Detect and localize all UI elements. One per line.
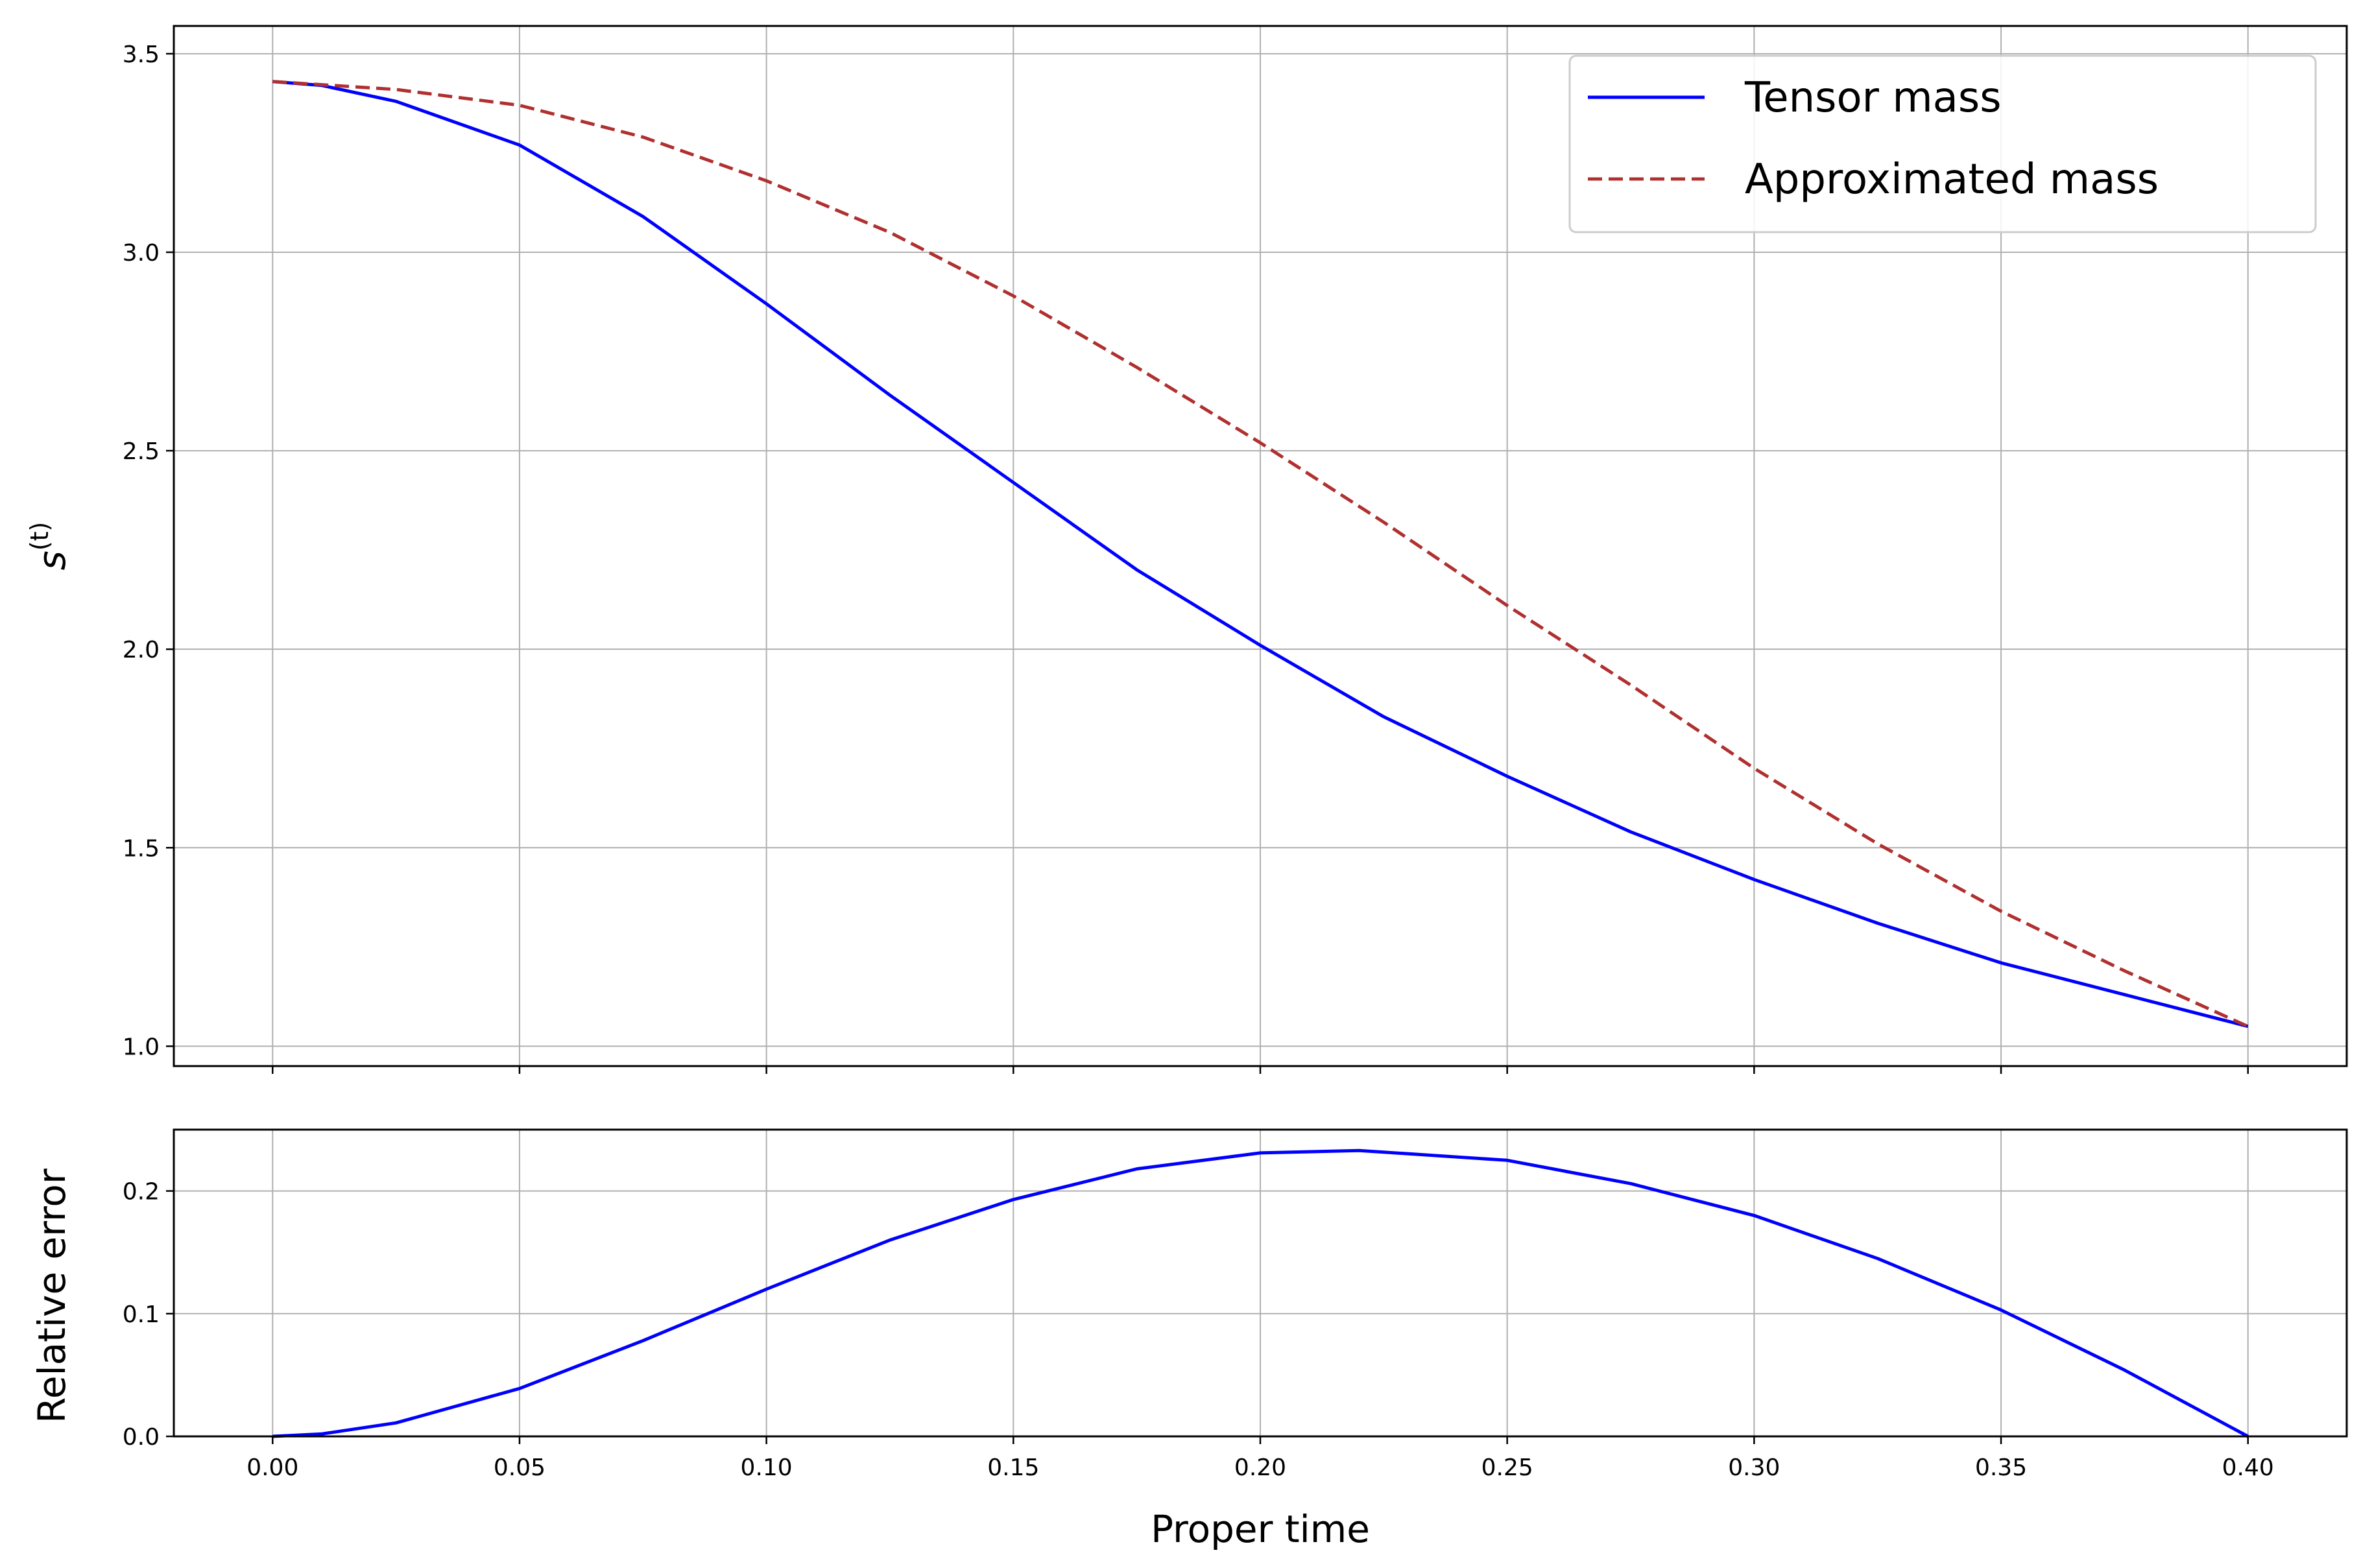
top-y-axis-label-base: s	[30, 551, 74, 570]
x-tick-label: 0.35	[1975, 1455, 2027, 1481]
top-y-tick-label: 3.5	[123, 42, 160, 68]
top-y-tick-label: 2.5	[123, 438, 160, 465]
top-y-tick-label: 1.0	[123, 1034, 160, 1060]
bottom-series-line-0	[272, 1148, 2249, 1438]
x-tick-label: 0.40	[2222, 1455, 2274, 1481]
top-y-axis-label: s(t)	[25, 522, 74, 571]
x-tick-label: 0.00	[246, 1455, 298, 1481]
top-series-line-0	[272, 80, 2249, 1028]
x-tick-label: 0.30	[1728, 1455, 1780, 1481]
legend-label-tensor-mass: Tensor mass	[1744, 74, 2002, 122]
top-series	[272, 80, 2249, 1028]
x-axis-label: Proper time	[1151, 1507, 1370, 1551]
bottom-y-tick-label: 0.0	[123, 1424, 160, 1451]
top-y-axis-label-superscript: (t)	[25, 522, 54, 551]
legend-box	[1568, 54, 2317, 233]
top-y-tick-label: 3.0	[123, 240, 160, 267]
legend-label-approximated-mass: Approximated mass	[1745, 156, 2159, 204]
bottom-ticks: 0.00 0.05 0.10 0.15 0.20 0.25 0.30 0.35 0.40 0.0 0…	[123, 1179, 2274, 1481]
bottom-y-tick-label: 0.2	[123, 1179, 160, 1206]
bottom-y-tick-label: 0.1	[123, 1301, 160, 1328]
x-tick-label: 0.05	[494, 1455, 545, 1481]
top-ticks: 1.0 1.5 2.0 2.5 3.0 3.5	[123, 42, 2249, 1074]
bottom-panel: 0.00 0.05 0.10 0.15 0.20 0.25 0.30 0.35 0.40 0.0 0…	[30, 1128, 2348, 1551]
bottom-y-axis-label: Relative error	[30, 1169, 74, 1423]
top-y-tick-label: 1.5	[123, 835, 160, 862]
x-tick-label: 0.20	[1234, 1455, 1286, 1481]
x-tick-label: 0.15	[987, 1455, 1039, 1481]
x-tick-label: 0.10	[741, 1455, 793, 1481]
top-panel: 1.0 1.5 2.0 2.5 3.0 3.5 s(t) Tensor mass Appr…	[25, 25, 2348, 1074]
legend: Tensor mass Approximated mass	[1568, 54, 2317, 233]
top-grid	[174, 26, 2347, 1066]
bottom-series	[272, 1148, 2249, 1438]
x-tick-label: 0.25	[1481, 1455, 1533, 1481]
top-y-tick-label: 2.0	[123, 637, 160, 663]
top-series-line-1	[272, 80, 2249, 1028]
